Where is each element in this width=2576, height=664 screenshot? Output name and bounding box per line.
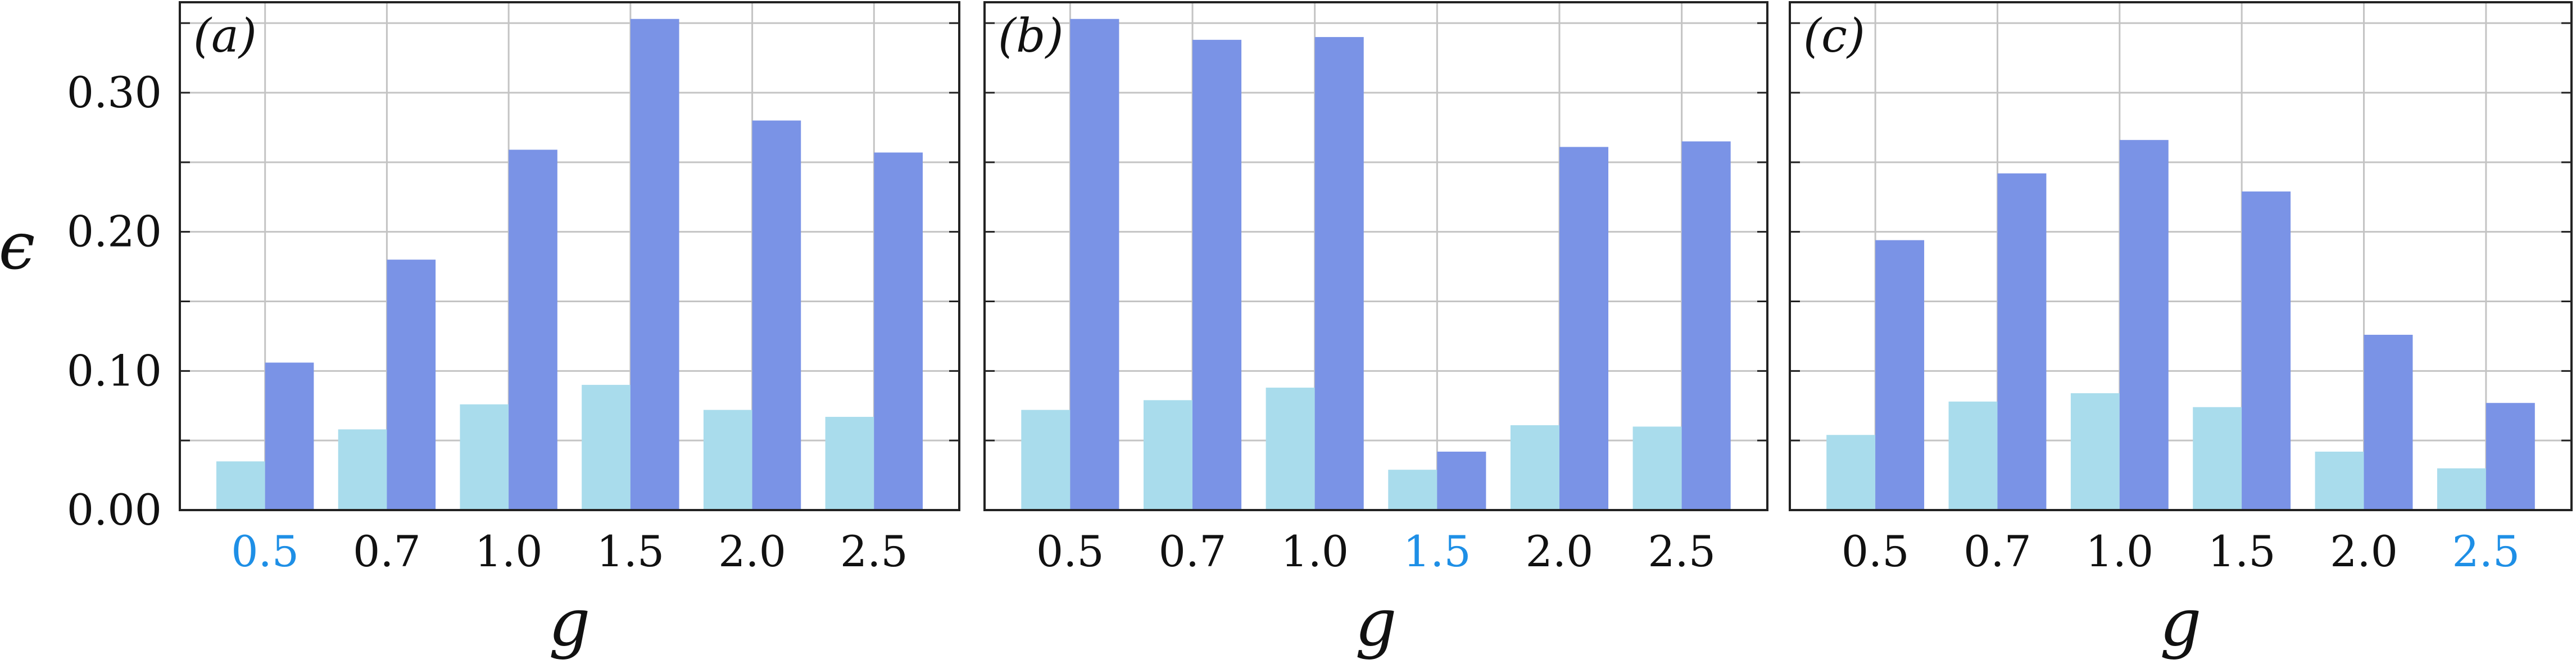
light-bar — [825, 417, 874, 510]
panel-label: (c) — [1803, 10, 1865, 63]
dark-bar — [752, 120, 801, 510]
x-tick-label: 2.5 — [2452, 526, 2520, 576]
dark-bar — [509, 149, 557, 510]
x-tick-label: 2.0 — [718, 526, 786, 576]
x-tick-label: 2.5 — [1648, 526, 1716, 576]
light-bar — [2193, 407, 2242, 510]
dark-bar — [1875, 240, 1925, 510]
axes-frame — [179, 1, 960, 511]
x-tick-label: 1.5 — [2208, 526, 2276, 576]
x-tick-label: 1.5 — [1403, 526, 1471, 576]
dark-bar — [1437, 451, 1486, 510]
light-bar — [1632, 426, 1682, 510]
light-bar — [1510, 425, 1559, 510]
x-tick-label: 1.0 — [1281, 526, 1349, 576]
light-bar — [338, 429, 387, 510]
y-tick-label: 0.10 — [67, 345, 162, 395]
dark-bar — [1681, 141, 1731, 510]
x-tick-label: 1.5 — [596, 526, 664, 576]
dark-bar — [1559, 147, 1609, 510]
dark-bar — [874, 152, 923, 510]
x-tick-label: 2.0 — [1526, 526, 1594, 576]
light-bar — [1143, 400, 1193, 510]
panel-c: 0.5 0.7 1.0 1.5 2.0 2.5 g (c) — [1789, 1, 2573, 661]
light-bar — [2070, 393, 2120, 510]
dark-bar — [2364, 334, 2413, 510]
dark-bar — [1192, 39, 1242, 511]
light-bar — [216, 461, 265, 510]
light-bar — [2437, 468, 2486, 510]
x-tick-label: 0.5 — [1842, 526, 1910, 576]
dark-bar — [265, 362, 314, 510]
panel-label: (b) — [998, 10, 1063, 63]
y-tick-label: 0.20 — [67, 207, 162, 257]
light-bar — [460, 404, 509, 510]
x-axis-label: g — [2160, 585, 2201, 661]
x-tick-label: 1.0 — [2085, 526, 2153, 576]
x-tick-label: 2.0 — [2330, 526, 2398, 576]
light-bar — [1948, 401, 1998, 510]
dark-bar — [1070, 19, 1119, 511]
x-axis-label: g — [548, 585, 590, 661]
x-tick-label: 0.7 — [1963, 526, 2031, 576]
x-axis-label: g — [1355, 585, 1396, 661]
x-tick-label: 2.5 — [840, 526, 908, 576]
panel-b: 0.5 0.7 1.0 1.5 2.0 2.5 g (b) — [983, 1, 1768, 661]
axes-frame — [983, 1, 1768, 511]
x-tick-label: 0.5 — [1036, 526, 1104, 576]
dark-bar — [387, 260, 436, 510]
light-bar — [1021, 410, 1071, 510]
x-tick-label: 0.7 — [1159, 526, 1227, 576]
light-bar — [1266, 388, 1315, 510]
axes-frame — [1789, 1, 2573, 511]
light-bar — [2315, 451, 2364, 510]
y-tick-label: 0.30 — [67, 67, 162, 117]
dark-bar — [630, 19, 679, 511]
y-axis-label: ϵ — [0, 208, 35, 284]
panel-label: (a) — [193, 10, 257, 63]
x-tick-label: 1.0 — [475, 526, 543, 576]
dark-bar — [2242, 191, 2291, 510]
light-bar — [1388, 470, 1437, 510]
dark-bar — [2486, 403, 2535, 510]
y-tick-label: 0.00 — [67, 485, 162, 535]
light-bar — [1826, 435, 1876, 510]
x-tick-label: 0.7 — [353, 526, 421, 576]
dark-bar — [1314, 37, 1364, 511]
dark-bar — [2119, 140, 2169, 510]
light-bar — [582, 385, 631, 510]
light-bar — [703, 410, 752, 510]
dark-bar — [1997, 173, 2047, 510]
panel-a: 0.5 0.7 1.0 1.5 2.0 2.5 0.00 0.10 0.20 0.30 ϵ g (a) — [0, 1, 960, 661]
x-tick-label: 0.5 — [231, 526, 299, 576]
